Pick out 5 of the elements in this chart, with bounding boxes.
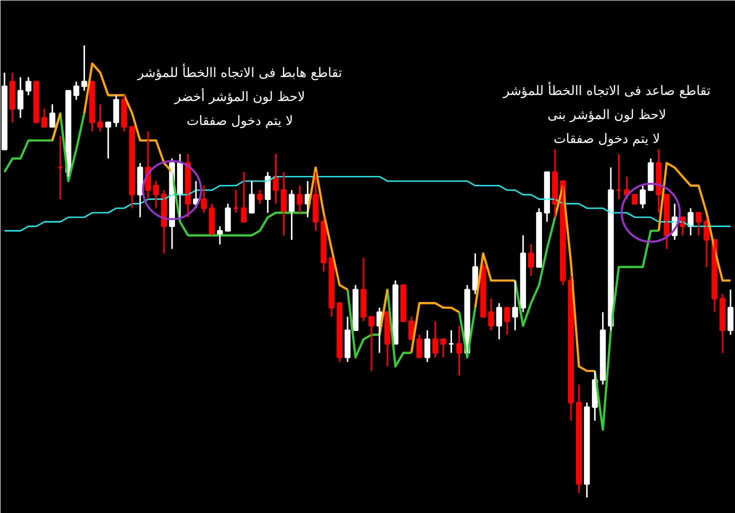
- candlestick: [400, 284, 406, 322]
- annotation: تقاطع هابط فى الاتجاه االخطأ للمؤشر لاحظ لون المؤشر أخضر لا يتم دخول صفقات: [136, 62, 342, 129]
- candlestick: [632, 194, 638, 204]
- annotation: تقاطع صاعد فى الاتجاه االخطأ للمؤشر لاحظ لون المؤشر بنى لا يتم دخول صفقات: [502, 80, 711, 147]
- candlestick: [33, 80, 40, 124]
